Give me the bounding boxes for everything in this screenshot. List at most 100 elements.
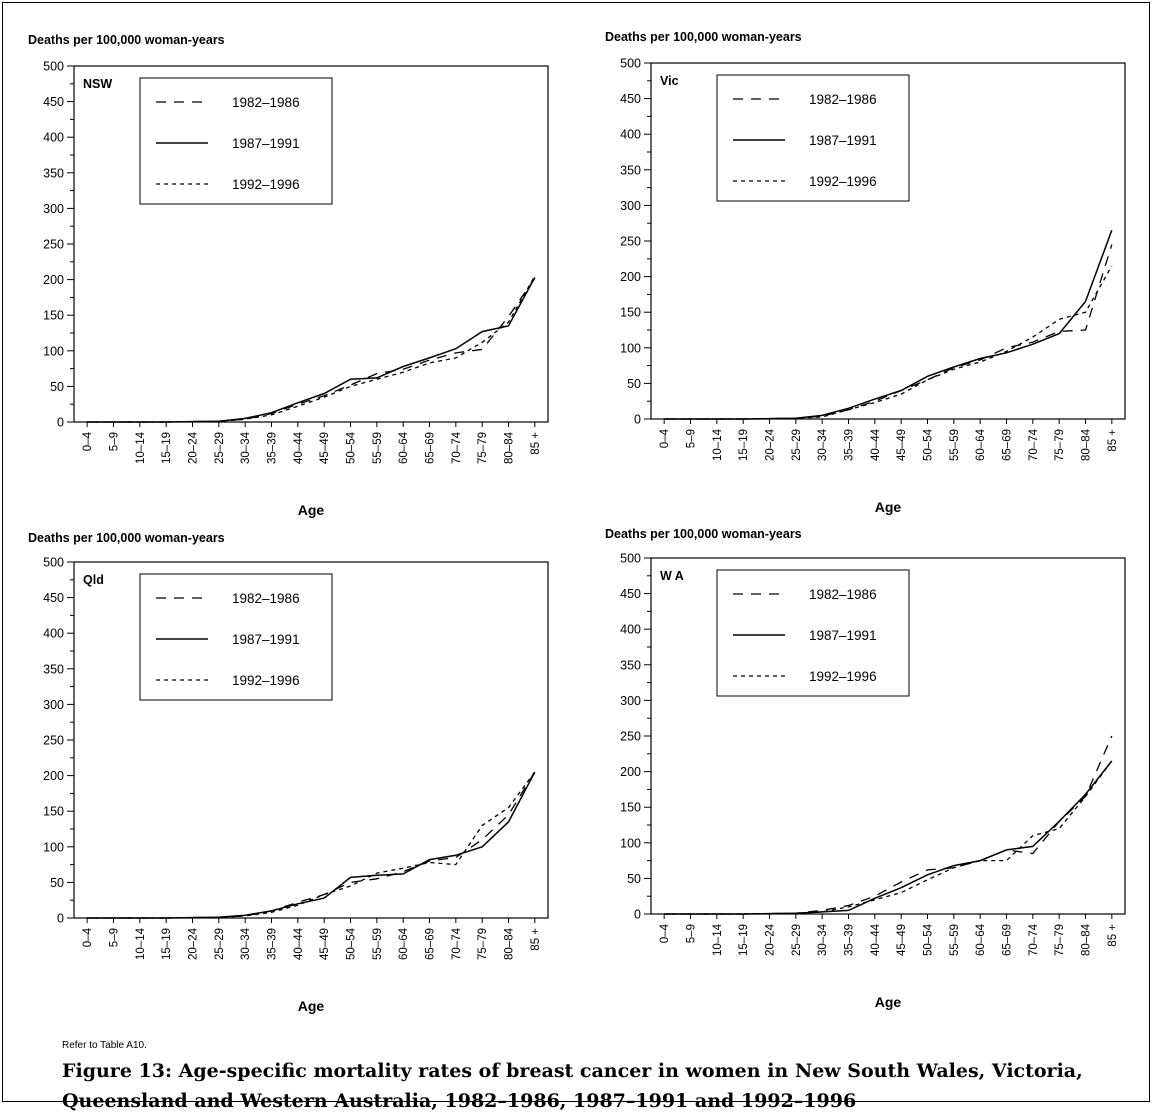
y-tick-label: 300	[620, 199, 641, 213]
legend-label: 1987–1991	[232, 136, 300, 151]
x-tick-label: 50–54	[346, 927, 358, 960]
x-tick-label: 5–9	[686, 429, 698, 448]
x-tick-label: 80–84	[1081, 923, 1093, 956]
x-tick-label: 55–59	[949, 924, 961, 956]
series-line-1992–1996	[87, 275, 536, 423]
legend-label: 1982–1986	[809, 587, 877, 602]
x-tick-label: 85 +	[530, 928, 542, 951]
x-tick-label: 65–69	[425, 928, 437, 960]
x-tick-label: 5–9	[109, 928, 121, 947]
figure-caption-line-2: Queensland and Western Australia, 1982–1…	[62, 1090, 857, 1112]
legend-box	[139, 573, 333, 701]
series-line-1992–1996	[87, 771, 536, 919]
y-tick-label: 200	[620, 270, 641, 284]
x-tick-label: 25–29	[791, 924, 803, 956]
x-tick-label: 30–34	[817, 923, 829, 956]
y-tick-label: 450	[620, 587, 641, 601]
x-axis-title: Age	[875, 994, 902, 1010]
y-tick-label: 150	[620, 801, 641, 815]
x-tick-label: 5–9	[109, 432, 121, 451]
y-tick-label: 50	[50, 876, 64, 890]
y-tick-label: 200	[620, 765, 641, 779]
x-tick-label: 40–44	[870, 923, 882, 956]
x-tick-label: 15–19	[738, 429, 750, 461]
y-tick-label: 150	[620, 306, 641, 320]
y-tick-label: 100	[620, 341, 641, 355]
x-tick-label: 30–34	[240, 927, 252, 960]
x-tick-label: 15–19	[738, 924, 750, 956]
chart-svg: Deaths per 100,000 woman-years 0 50 100 150 2…	[28, 33, 549, 518]
x-tick-label: 65–69	[1002, 429, 1014, 461]
series-line-1982–1986	[664, 735, 1113, 915]
y-axis-title: Deaths per 100,000 woman-years	[605, 30, 802, 44]
x-tick-label: 50–54	[923, 428, 935, 461]
x-tick-label: 85 +	[1107, 924, 1119, 947]
x-tick-label: 55–59	[949, 429, 961, 461]
legend-label: 1992–1996	[809, 174, 877, 189]
panel-label: Qld	[83, 573, 104, 587]
y-tick-label: 400	[620, 623, 641, 637]
legend-label: 1982–1986	[232, 591, 300, 606]
y-tick-label: 450	[43, 591, 64, 605]
x-tick-label: 85 +	[530, 432, 542, 455]
y-tick-label: 0	[57, 912, 64, 926]
x-axis-title: Age	[298, 502, 325, 518]
legend-box	[139, 77, 333, 205]
y-tick-label: 250	[620, 235, 641, 249]
x-tick-label: 10–14	[712, 428, 724, 461]
legend-label: 1987–1991	[809, 628, 877, 643]
series-line-1987–1991	[87, 771, 536, 919]
x-tick-label: 0–4	[82, 927, 94, 947]
x-tick-label: 75–79	[477, 432, 489, 464]
chart-svg: Deaths per 100,000 woman-years 0 50 100 150 2…	[605, 30, 1126, 515]
chart-panel-nsw: Deaths per 100,000 woman-years 0 50 100 150 2…	[28, 30, 568, 530]
legend-label: 1992–1996	[809, 669, 877, 684]
y-tick-label: 300	[43, 698, 64, 712]
panel-label: Vic	[660, 74, 679, 88]
x-tick-label: 80–84	[1081, 428, 1093, 461]
x-tick-label: 55–59	[372, 928, 384, 960]
figure-caption: Figure 13: Age-specific mortality rates …	[62, 1056, 1142, 1116]
x-tick-label: 20–24	[188, 927, 200, 960]
x-tick-label: 75–79	[1054, 924, 1066, 956]
chart-svg: Deaths per 100,000 woman-years 0 50 100 150 2…	[605, 527, 1126, 1010]
series-line-1992–1996	[664, 265, 1113, 420]
x-tick-label: 20–24	[765, 923, 777, 956]
series-line-1987–1991	[664, 230, 1113, 420]
x-tick-label: 25–29	[214, 928, 226, 960]
x-tick-label: 10–14	[135, 431, 147, 464]
x-tick-label: 50–54	[346, 431, 358, 464]
y-tick-label: 250	[620, 730, 641, 744]
x-tick-label: 60–64	[398, 431, 410, 464]
x-tick-label: 75–79	[1054, 429, 1066, 461]
series-line-1982–1986	[87, 771, 536, 919]
y-tick-label: 350	[43, 662, 64, 676]
chart-panel-qld: Deaths per 100,000 woman-years 0 50 100 150 2…	[28, 526, 568, 1026]
x-tick-label: 40–44	[293, 927, 305, 960]
x-tick-label: 50–54	[923, 923, 935, 956]
x-tick-label: 20–24	[188, 431, 200, 464]
x-tick-label: 0–4	[659, 428, 671, 448]
x-axis-title: Age	[875, 499, 902, 515]
legend-label: 1992–1996	[232, 673, 300, 688]
y-axis-title: Deaths per 100,000 woman-years	[605, 527, 802, 541]
x-tick-label: 30–34	[240, 431, 252, 464]
series-line-1992–1996	[664, 760, 1113, 915]
x-tick-label: 70–74	[451, 927, 463, 960]
legend-label: 1992–1996	[232, 177, 300, 192]
table-reference-note: Refer to Table A10.	[62, 1040, 147, 1051]
x-tick-label: 5–9	[686, 924, 698, 943]
x-tick-label: 70–74	[1028, 923, 1040, 956]
x-tick-label: 30–34	[817, 428, 829, 461]
y-tick-label: 400	[43, 627, 64, 641]
y-tick-label: 250	[43, 238, 64, 252]
y-tick-label: 50	[627, 377, 641, 391]
series-line-1982–1986	[87, 277, 536, 423]
x-tick-label: 0–4	[659, 923, 671, 943]
x-tick-label: 60–64	[398, 927, 410, 960]
x-tick-label: 60–64	[975, 428, 987, 461]
series-line-1982–1986	[664, 244, 1113, 420]
x-tick-label: 45–49	[896, 924, 908, 956]
x-tick-label: 35–39	[844, 429, 856, 461]
figure-caption-line-1: Figure 13: Age-specific mortality rates …	[62, 1060, 1083, 1082]
